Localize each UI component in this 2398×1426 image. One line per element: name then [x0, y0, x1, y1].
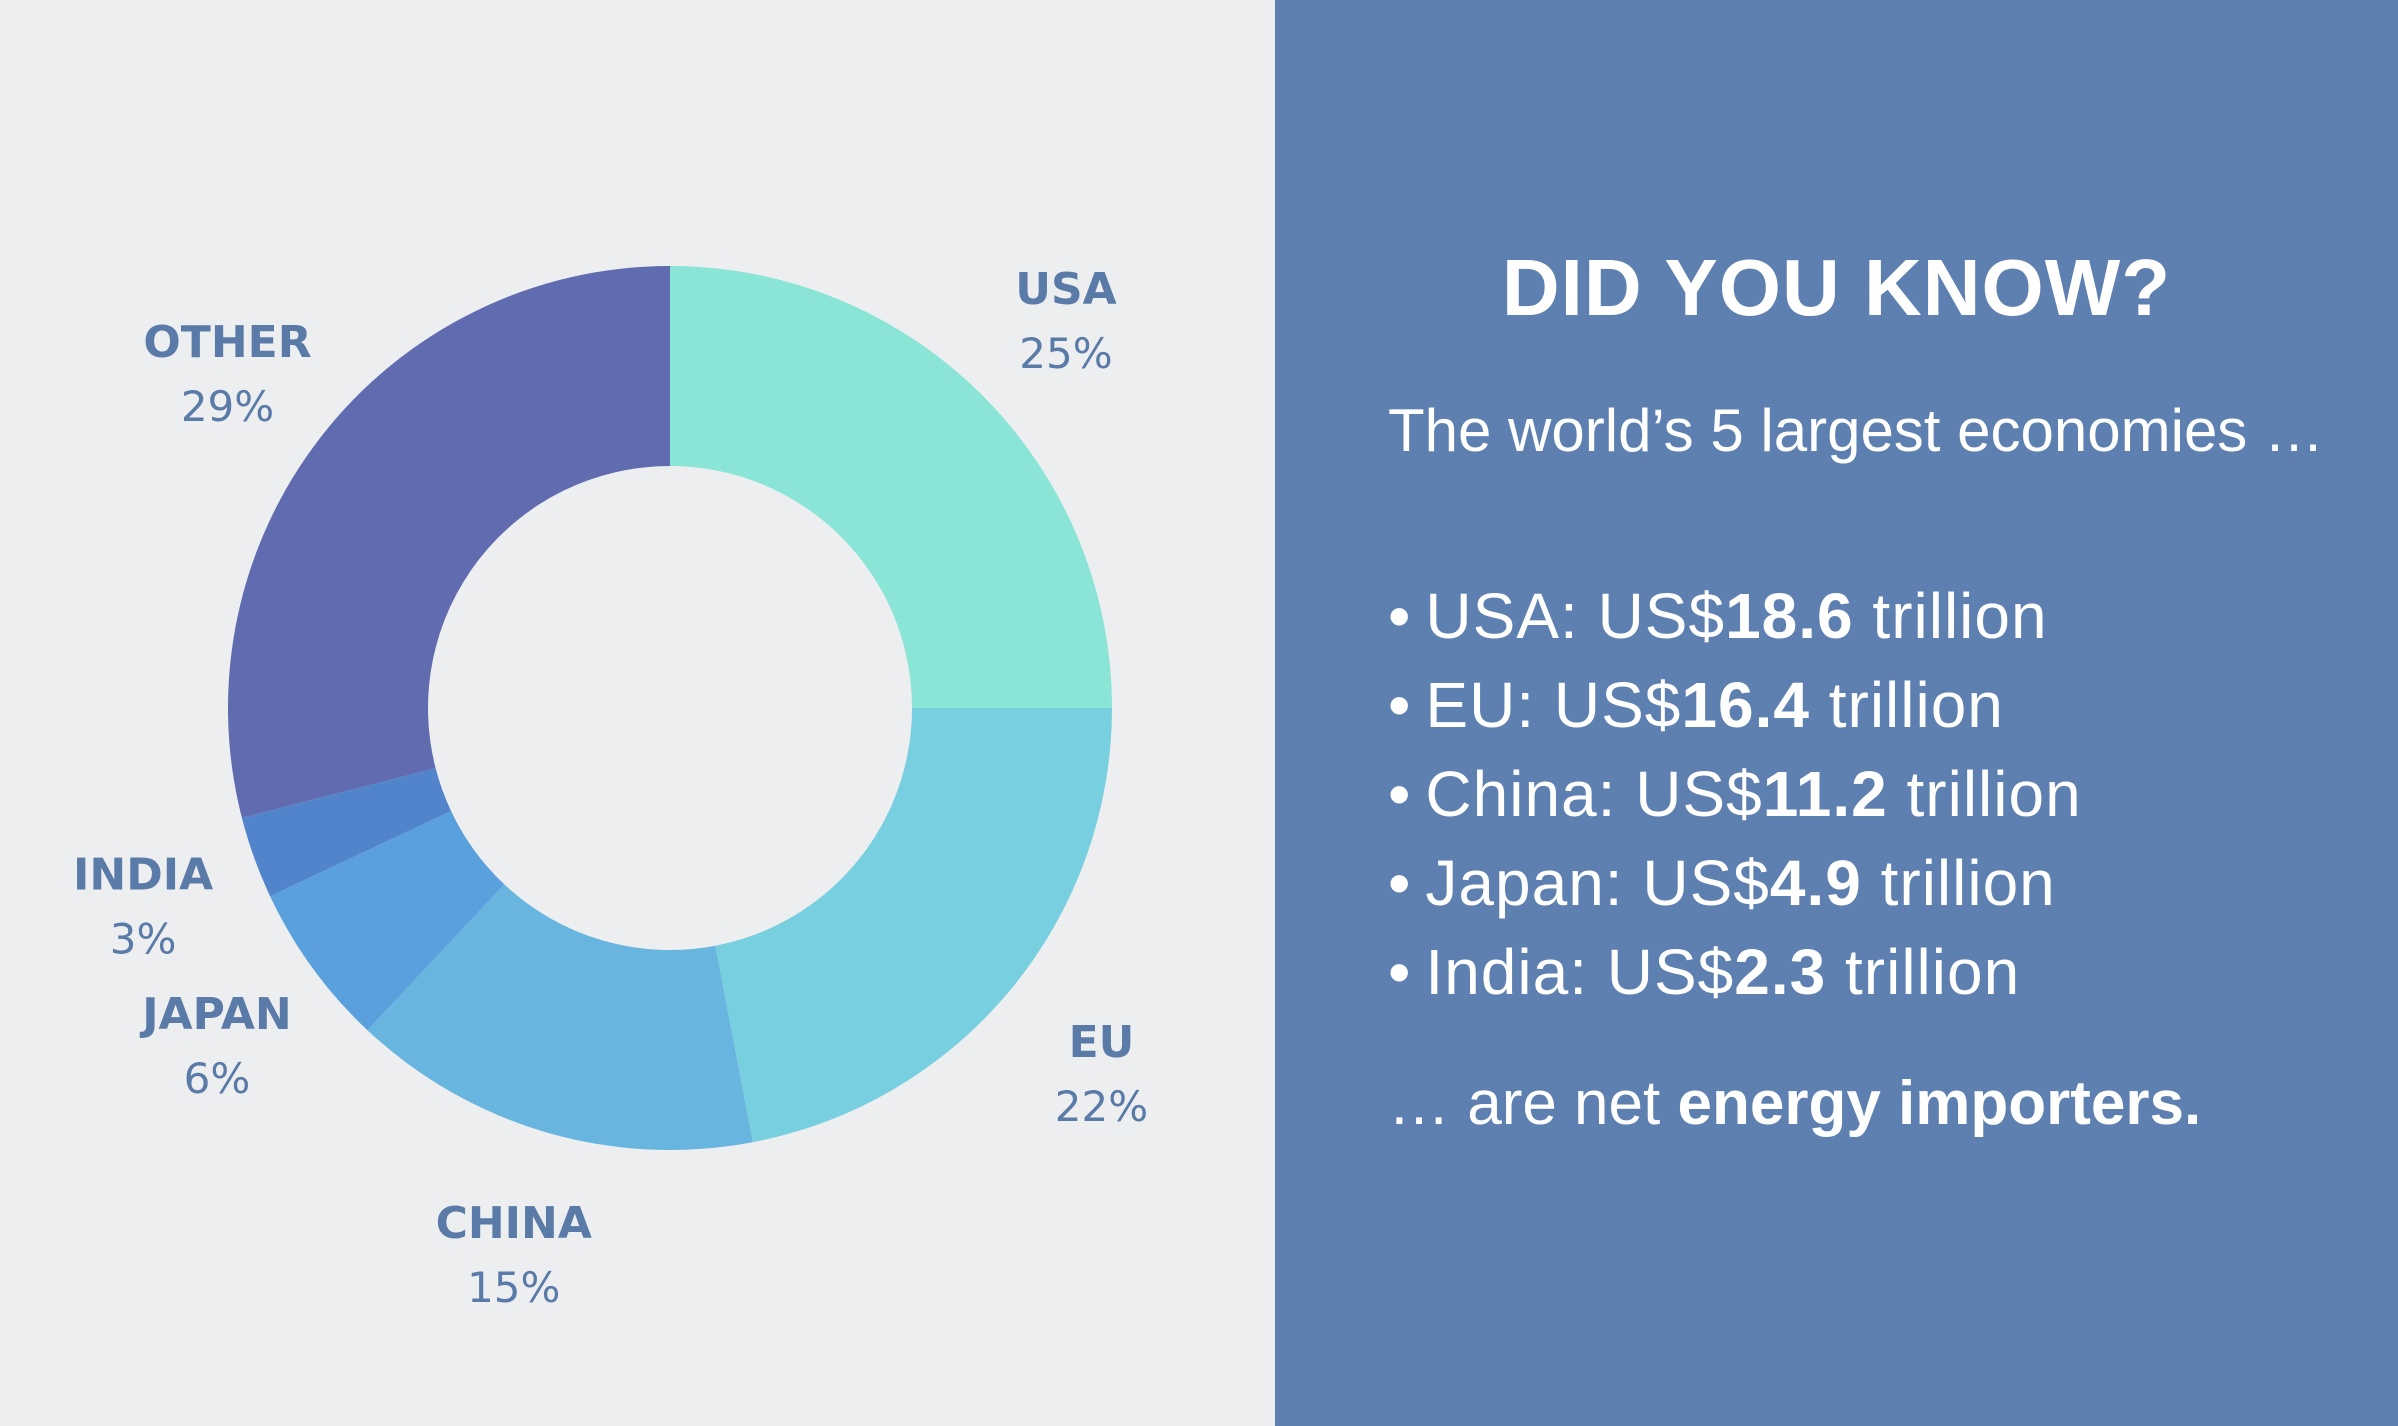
slice-value-usa: 25%	[1019, 329, 1112, 378]
economy-list: • USA: US$18.6 trillion • EU: US$16.4 tril…	[1388, 572, 2082, 1017]
slice-label-japan: JAPAN	[139, 989, 292, 1040]
item-amount: 11.2	[1762, 758, 1888, 830]
item-prefix: EU: US$	[1425, 669, 1682, 741]
item-suffix: trillion	[1826, 936, 2021, 1008]
item-amount: 16.4	[1681, 669, 1810, 741]
item-prefix: China: US$	[1425, 758, 1763, 830]
list-item: • Japan: US$4.9 trillion	[1388, 839, 2082, 928]
slice-label-eu: EU	[1069, 1017, 1135, 1068]
slice-label-usa: USA	[1015, 264, 1116, 315]
item-suffix: trillion	[1861, 847, 2056, 919]
list-item: • India: US$2.3 trillion	[1388, 928, 2082, 1017]
chart-panel: USA 25% EU 22% CHINA 15% JAPAN 6% INDIA 3% OTHER 29…	[73, 264, 1149, 1312]
item-prefix: India: US$	[1425, 936, 1735, 1008]
info-title: DID YOU KNOW?	[1501, 243, 2172, 332]
outro-bold-text: energy importers.	[1677, 1069, 2202, 1138]
list-item: • China: US$11.2 trillion	[1388, 750, 2082, 839]
item-amount: 4.9	[1769, 847, 1862, 919]
item-amount: 18.6	[1725, 580, 1854, 652]
info-intro: The world’s 5 largest economies …	[1388, 397, 2324, 464]
list-item: • EU: US$16.4 trillion	[1388, 661, 2082, 750]
list-item: • USA: US$18.6 trillion	[1388, 572, 2082, 661]
item-amount: 2.3	[1734, 936, 1827, 1008]
slice-other	[228, 266, 670, 818]
slice-label-india: INDIA	[73, 850, 213, 901]
slice-japan	[270, 811, 505, 1031]
slice-value-india: 3%	[110, 915, 177, 964]
bullet: •	[1388, 847, 1412, 919]
item-suffix: trillion	[1809, 669, 2004, 741]
slice-label-china: CHINA	[436, 1198, 592, 1249]
outro-text: … are net	[1388, 1069, 1678, 1138]
bullet: •	[1388, 936, 1412, 1008]
info-panel: DID YOU KNOW? The world’s 5 largest econ…	[1275, 0, 2398, 1426]
slice-value-japan: 6%	[184, 1054, 251, 1103]
slice-usa	[670, 266, 1112, 708]
bullet: •	[1388, 758, 1412, 830]
slice-china	[367, 884, 753, 1151]
item-suffix: trillion	[1887, 758, 2082, 830]
slice-label-other: OTHER	[143, 317, 311, 368]
donut-chart: USA 25% EU 22% CHINA 15% JAPAN 6% INDIA 3% OTHER 29…	[73, 264, 1148, 1312]
item-suffix: trillion	[1853, 580, 2048, 652]
slice-india	[241, 768, 452, 897]
item-prefix: Japan: US$	[1425, 847, 1770, 919]
slice-value-china: 15%	[467, 1263, 560, 1312]
slice-value-other: 29%	[181, 382, 274, 431]
slice-value-eu: 22%	[1055, 1082, 1148, 1131]
slice-eu	[715, 708, 1112, 1143]
item-prefix: USA: US$	[1425, 580, 1726, 652]
bullet: •	[1388, 580, 1412, 652]
bullet: •	[1388, 669, 1412, 741]
info-outro: … are net energy importers.	[1388, 1068, 2201, 1139]
